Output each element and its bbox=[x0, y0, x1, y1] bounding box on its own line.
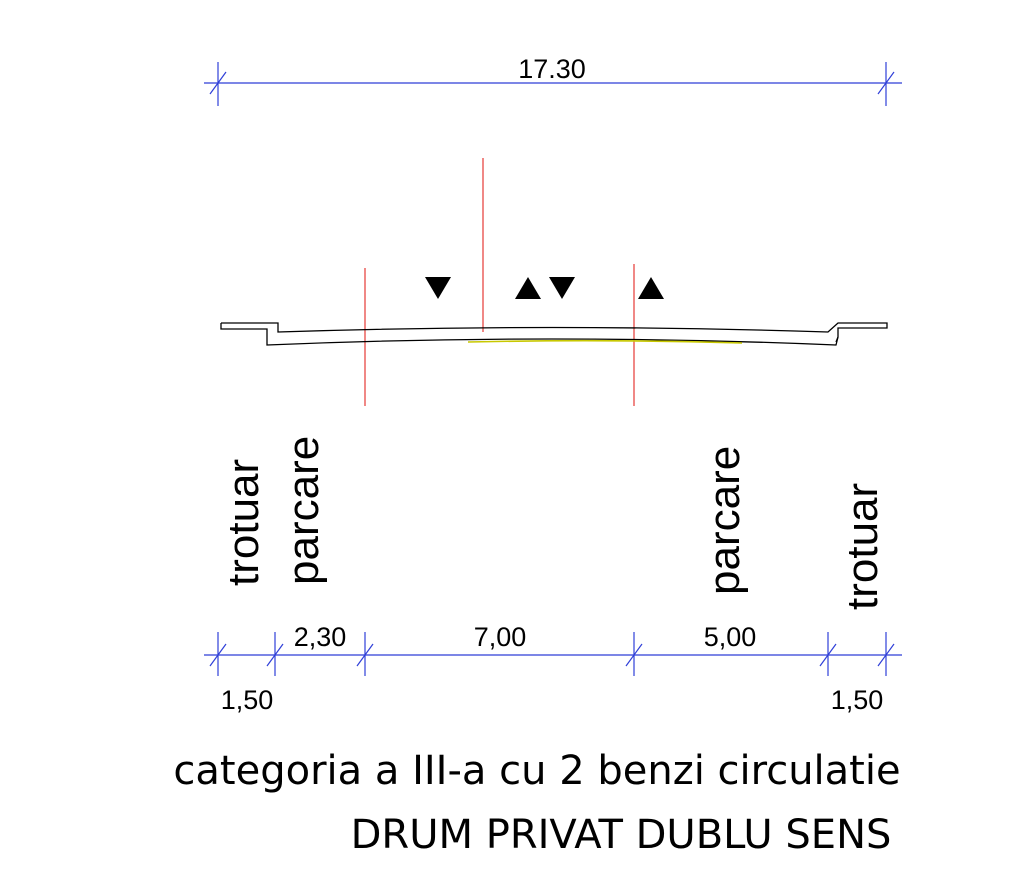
road-category-title: categoria a III-a cu 2 benzi circulatie bbox=[173, 748, 900, 794]
road-type-subtitle: DRUM PRIVAT DUBLU SENS bbox=[351, 812, 892, 858]
right-parking-label: parcare bbox=[700, 446, 749, 595]
left-parking-label: parcare bbox=[279, 436, 328, 585]
overall-dimension-value: 17.30 bbox=[518, 54, 586, 84]
right-parking-width: 5,00 bbox=[704, 622, 757, 652]
dimension-tick bbox=[266, 643, 284, 667]
dimension-tick bbox=[209, 643, 227, 667]
dimension-tick bbox=[625, 643, 643, 667]
title-block: categoria a III-a cu 2 benzi circulatie … bbox=[173, 748, 900, 858]
left-sidewalk-label: trotuar bbox=[219, 459, 268, 586]
partial-dimensions bbox=[204, 632, 902, 676]
right-sidewalk-label: trotuar bbox=[838, 483, 887, 610]
pavement-layer-accent bbox=[467, 339, 743, 344]
lane-arrows bbox=[425, 277, 664, 299]
right-sidewalk-width: 1,50 bbox=[831, 685, 884, 715]
left-sidewalk-width: 1,50 bbox=[221, 685, 274, 715]
carriageway-width: 7,00 bbox=[474, 622, 527, 652]
partial-dimension-values: 1,50 2,30 7,00 5,00 1,50 bbox=[221, 622, 884, 715]
overall-dimension-tick-right bbox=[877, 71, 895, 95]
axis-lines bbox=[364, 158, 635, 406]
zone-labels: trotuar parcare parcare trotuar bbox=[219, 436, 887, 610]
road-profile-bottom bbox=[220, 323, 839, 346]
dimension-tick bbox=[819, 643, 837, 667]
up-arrow bbox=[638, 277, 664, 299]
dimension-tick bbox=[356, 643, 374, 667]
dimension-tick bbox=[877, 643, 895, 667]
road-profile-top bbox=[221, 322, 888, 343]
road-profile bbox=[220, 322, 888, 346]
overall-dimension: 17.30 bbox=[204, 54, 902, 106]
overall-dimension-tick-left bbox=[209, 71, 227, 95]
down-arrow bbox=[425, 277, 451, 299]
up-arrow bbox=[515, 277, 541, 299]
down-arrow bbox=[549, 277, 575, 299]
left-parking-width: 2,30 bbox=[294, 622, 347, 652]
